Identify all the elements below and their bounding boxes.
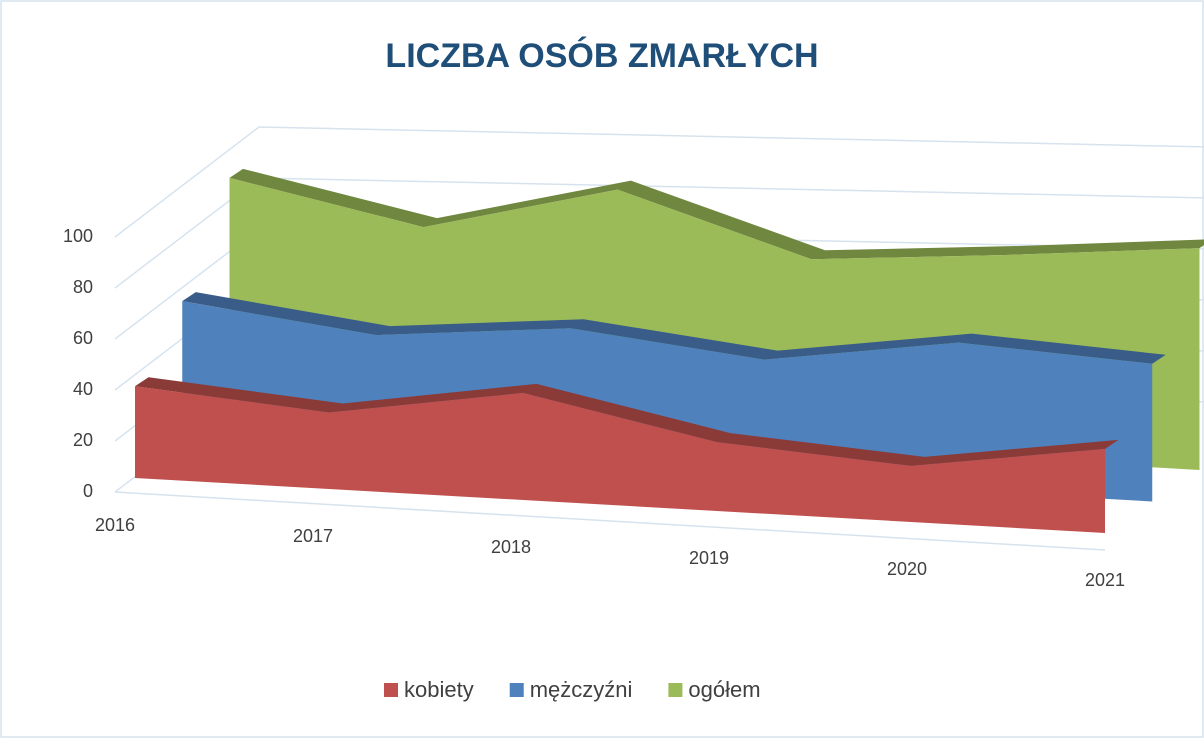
y-tick-label: 0 [83, 481, 93, 501]
x-tick-label: 2020 [887, 559, 927, 579]
grid-line [114, 126, 1204, 238]
y-tick-label: 60 [73, 328, 93, 348]
x-tick-label: 2016 [95, 515, 135, 535]
area [135, 386, 1105, 533]
legend-label: ogółem [688, 677, 760, 702]
legend-label: kobiety [404, 677, 474, 702]
y-tick-label: 80 [73, 277, 93, 297]
x-tick-label: 2017 [293, 526, 333, 546]
y-tick-label: 100 [63, 226, 93, 246]
area-top [182, 292, 1166, 364]
legend-swatch [384, 683, 398, 697]
legend-swatch [668, 683, 683, 697]
area-top [229, 168, 1204, 260]
chart-title: LICZBA OSÓB ZMARŁYCH [385, 37, 818, 75]
x-axis-line [114, 491, 1106, 551]
legend-label: mężczyźni [530, 677, 633, 702]
y-tick-label: 40 [73, 379, 93, 399]
x-tick-label: 2018 [491, 537, 531, 557]
y-tick-label: 20 [73, 430, 93, 450]
legend: kobiety mężczyźni ogółem [384, 677, 761, 702]
legend-swatch [509, 683, 524, 697]
x-tick-label: 2019 [689, 548, 729, 568]
x-tick-label: 2021 [1085, 570, 1125, 590]
